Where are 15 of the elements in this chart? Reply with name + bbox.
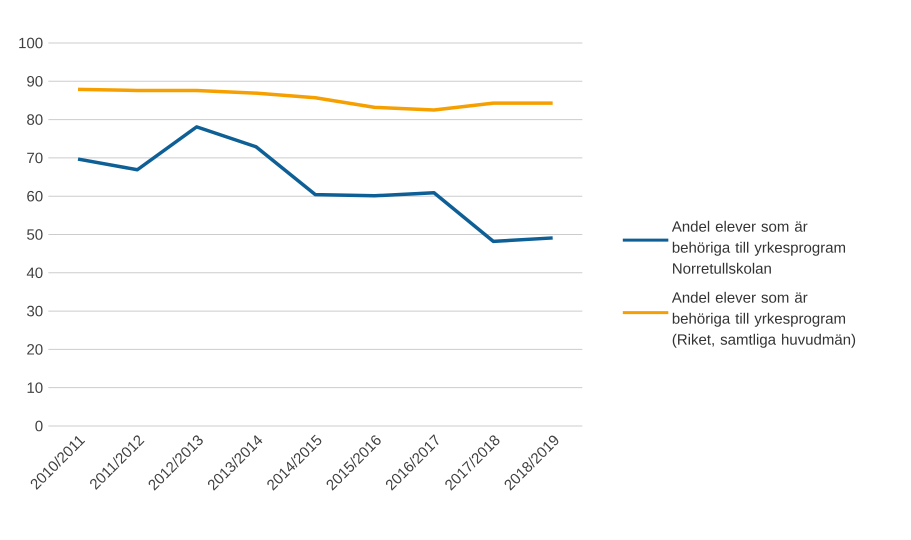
- line-series: [76, 88, 554, 112]
- y-tick-label: 100: [19, 38, 43, 48]
- y-tick-label: 60: [27, 190, 43, 202]
- y-tick-label: 80: [27, 114, 43, 125]
- legend-label: Andel elever som är behöriga till yrkesprogram Norretullskolan: [672, 220, 846, 274]
- line-series: [76, 125, 554, 244]
- y-tick-label: 40: [26, 267, 43, 278]
- y-tick-label: 70: [27, 152, 43, 164]
- y-tick-label: 20: [27, 344, 43, 355]
- y-tick-label: 30: [27, 306, 43, 316]
- y-tick-label: 90: [27, 76, 43, 87]
- legend-label: Andel elever som är behöriga till yrkesprogram (Riket, samtliga huvudmän): [672, 292, 856, 348]
- y-tick-label: 50: [27, 229, 43, 240]
- y-tick-label: 0: [35, 420, 43, 432]
- y-tick-label: 10: [28, 382, 43, 393]
